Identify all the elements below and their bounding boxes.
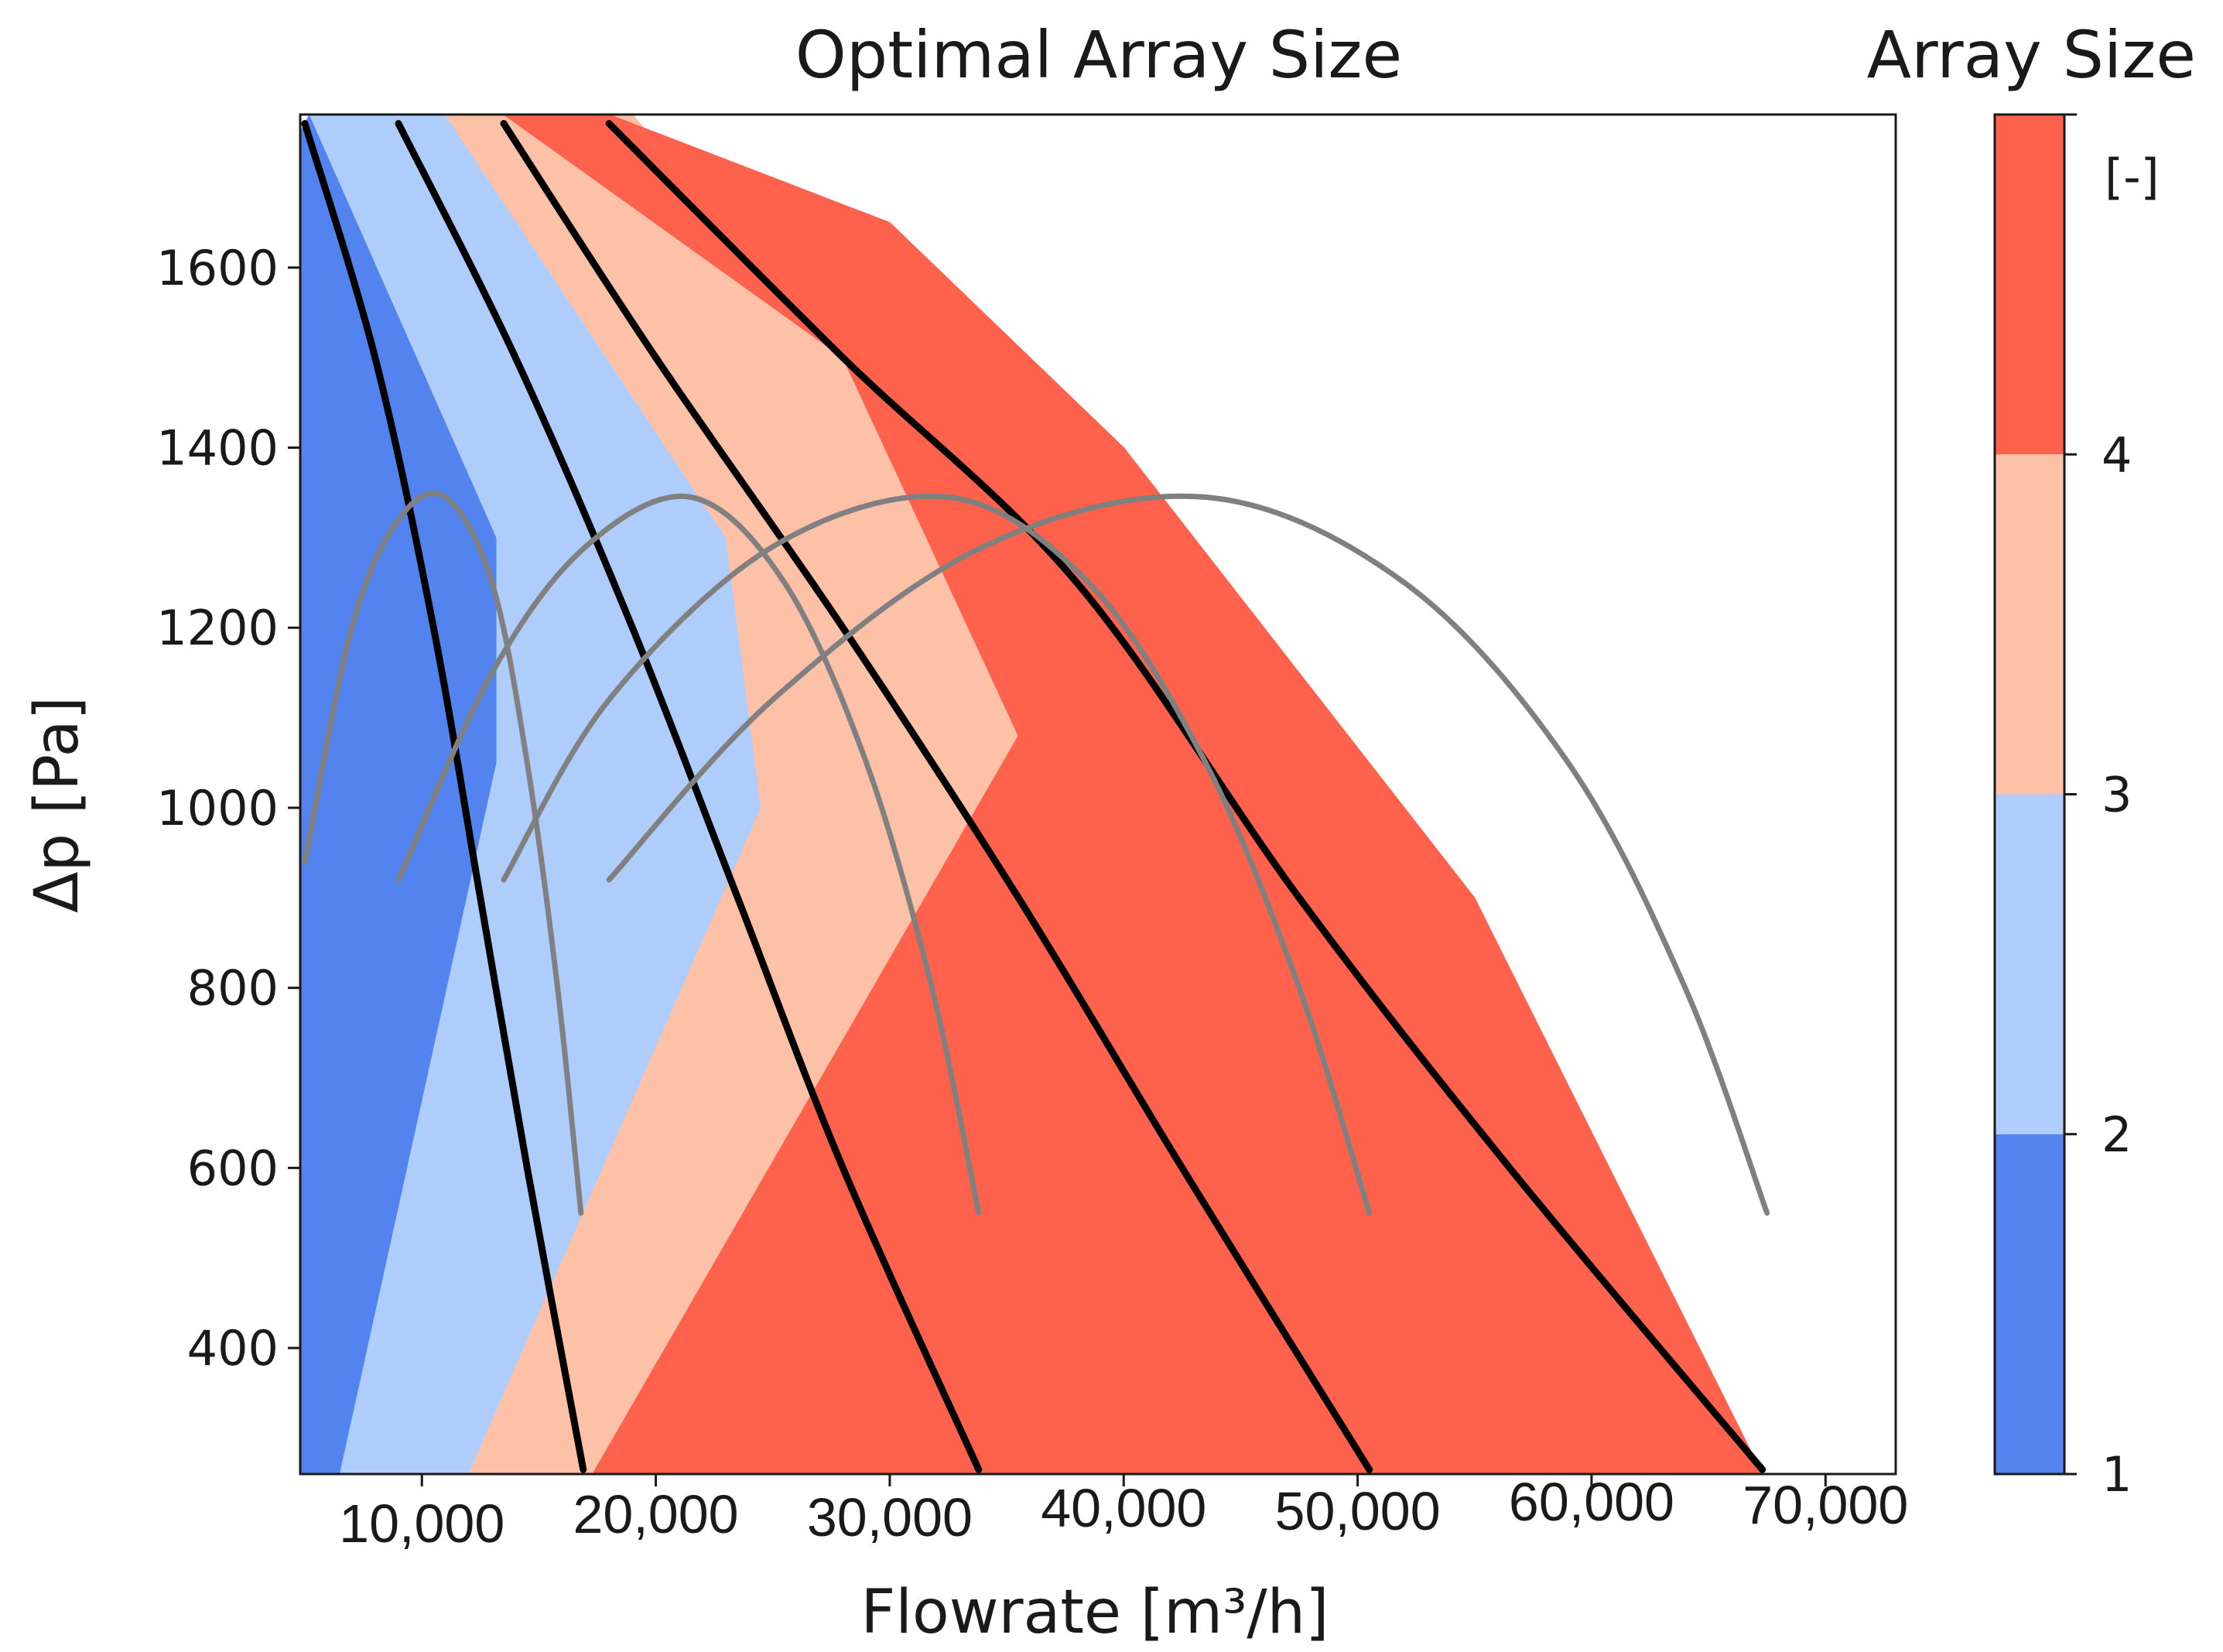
colorbar-unit-label: [-] — [2105, 149, 2160, 205]
x-tick-label: 50,000 — [1275, 1481, 1441, 1541]
colorbar-band-3 — [1995, 454, 2064, 795]
colorbar-tick-label: 4 — [2102, 426, 2132, 483]
boundary-curve-2 — [395, 120, 983, 1473]
x-tick-label: 20,000 — [573, 1484, 739, 1544]
x-axis-label: Flowrate [m³/h] — [860, 1578, 1329, 1647]
x-tick-label: 60,000 — [1509, 1472, 1674, 1532]
boundary-curve-3 — [500, 120, 1373, 1473]
colorbar-tick-label: 1 — [2102, 1446, 2132, 1503]
colorbar-band-4 — [1995, 115, 2064, 455]
x-tick-label: 30,000 — [807, 1487, 973, 1548]
x-tick-label: 10,000 — [339, 1493, 504, 1554]
y-tick-label: 600 — [187, 1140, 279, 1196]
fan-curve-4 — [606, 493, 1770, 1216]
colorbar-tick-label: 3 — [2102, 767, 2132, 823]
colorbar-band-2 — [1995, 794, 2064, 1134]
y-tick-label: 1200 — [156, 600, 279, 656]
chart-title: Optimal Array Size — [795, 17, 1402, 93]
y-tick-label: 800 — [187, 960, 279, 1017]
fan-curve-1 — [302, 490, 584, 1216]
x-tick-label: 70,000 — [1742, 1475, 1908, 1535]
colorbar-title: Array Size — [1867, 17, 2196, 93]
y-tick-label: 1400 — [156, 420, 279, 477]
plot-frame — [299, 113, 1897, 1476]
y-tick-label: 1000 — [156, 780, 279, 836]
colorbar-band-1 — [1995, 1134, 2064, 1474]
colorbar-tick-label: 2 — [2102, 1106, 2132, 1163]
y-axis-ticks: 400 600 800 1000 1200 1400 1600 — [156, 240, 300, 1377]
x-tick-label: 40,000 — [1041, 1478, 1206, 1538]
plot-area — [299, 113, 1897, 1476]
y-tick-label: 1600 — [156, 240, 279, 296]
y-axis-label: Δp [Pa] — [22, 696, 92, 913]
fan-curve-3 — [501, 493, 1373, 1216]
y-tick-label: 400 — [187, 1320, 279, 1377]
region-array-size-4 — [503, 115, 1763, 1474]
boundary-curve-1 — [301, 120, 587, 1473]
colorbar: 1 2 3 4 — [1993, 113, 2132, 1503]
x-axis-ticks: 10,000 20,000 30,000 40,000 50,000 60,000 70,0… — [339, 1472, 1908, 1554]
